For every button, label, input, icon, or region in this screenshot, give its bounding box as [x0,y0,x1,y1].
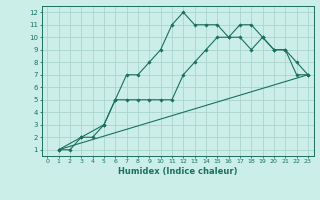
X-axis label: Humidex (Indice chaleur): Humidex (Indice chaleur) [118,167,237,176]
